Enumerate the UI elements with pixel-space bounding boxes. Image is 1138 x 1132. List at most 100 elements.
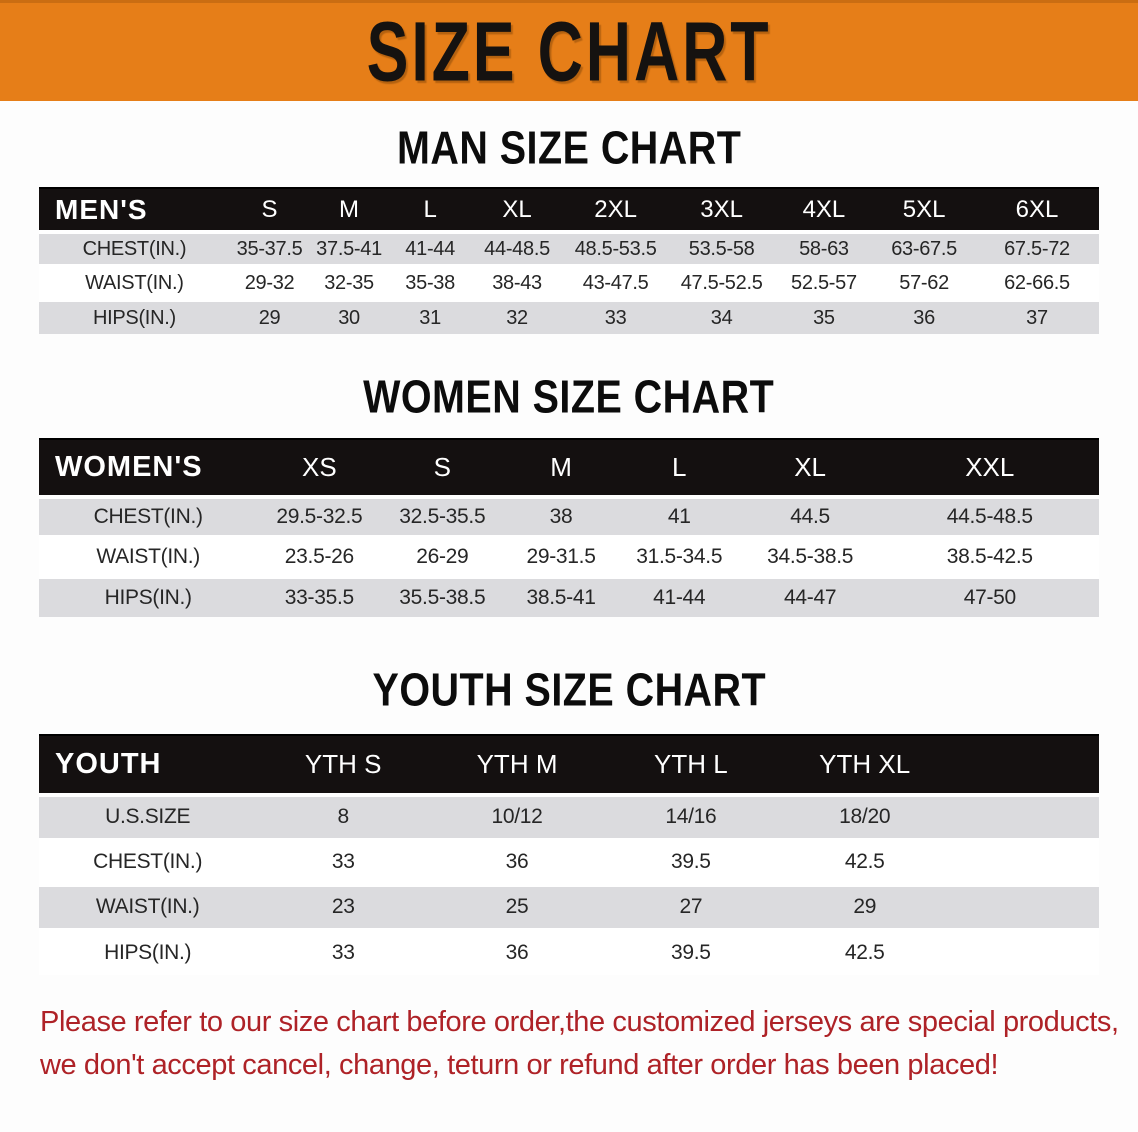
women-size-column-header: M xyxy=(503,438,619,499)
spacer-cell xyxy=(952,795,1099,840)
measure-value: 48.5-53.5 xyxy=(574,237,657,260)
measure-label: HIPS(IN.) xyxy=(104,941,192,965)
size-chart-page: SIZE CHART MAN SIZE CHART MEN'S S M L XL 2XL 3… xyxy=(0,0,1138,1088)
measure-value: 41-44 xyxy=(405,237,455,260)
men-group-label: MEN'S xyxy=(39,187,230,234)
measure-value: 33-35.5 xyxy=(284,586,354,610)
women-size-column-header: XS xyxy=(257,438,382,499)
men-measure-row: WAIST(IN.) 29-32 32-35 35-38 38-43 43-47.5 47.… xyxy=(39,266,1099,301)
measure-value: 38.5-41 xyxy=(526,586,596,610)
women-group-label: WOMEN'S xyxy=(39,438,258,499)
spacer-cell xyxy=(952,885,1099,930)
disclaimer-text: Please refer to our size chart before or… xyxy=(40,1001,1119,1088)
youth-size-column-header: YTH M xyxy=(430,733,604,796)
youth-size-table: YOUTH YTH S YTH M YTH L YTH XL U.S.SIZE 8 10/12… xyxy=(39,733,1099,975)
measure-value: 38-43 xyxy=(492,271,542,294)
measure-value: 37.5-41 xyxy=(316,237,382,260)
measure-value: 32-35 xyxy=(324,271,374,294)
measure-value: 29 xyxy=(258,306,281,329)
measure-value: 27 xyxy=(679,895,703,919)
measure-value: 8 xyxy=(337,805,350,829)
measure-value: 39.5 xyxy=(671,850,711,874)
measure-value: 33 xyxy=(604,306,627,329)
measure-value: 10/12 xyxy=(491,805,543,829)
men-measure-row: HIPS(IN.) 29 30 31 32 33 34 35 36 37 xyxy=(39,300,1099,335)
measure-value: 44-47 xyxy=(784,586,837,610)
men-size-column-header: M xyxy=(309,187,389,234)
measure-value: 36 xyxy=(913,306,935,329)
women-measure-row: HIPS(IN.) 33-35.5 35.5-38.5 38.5-41 41-44 44-… xyxy=(39,577,1099,618)
women-measure-row: WAIST(IN.) 23.5-26 26-29 29-31.5 31.5-34.5 34… xyxy=(39,537,1099,578)
men-size-column-header: 5XL xyxy=(873,187,975,234)
measure-value: 53.5-58 xyxy=(688,237,755,260)
measure-value: 57-62 xyxy=(899,271,949,294)
measure-value: 67.5-72 xyxy=(1004,237,1070,260)
youth-section-heading-text: YOUTH SIZE CHART xyxy=(372,663,766,716)
measure-value: 18/20 xyxy=(839,805,891,829)
size-chart-banner: SIZE CHART xyxy=(0,0,1138,101)
men-header-row: MEN'S S M L XL 2XL 3XL 4XL 5XL 6XL xyxy=(39,187,1099,234)
women-measure-row: CHEST(IN.) 29.5-32.5 32.5-35.5 38 41 44.5 44.5… xyxy=(39,497,1099,538)
youth-measure-row: HIPS(IN.) 33 36 39.5 42.5 xyxy=(39,929,1099,975)
measure-value: 36 xyxy=(505,941,529,965)
disclaimer-line-1: Please refer to our size chart before or… xyxy=(40,1005,1119,1038)
men-size-column-header: 3XL xyxy=(668,187,775,234)
measure-value: 36 xyxy=(505,850,529,874)
measure-value: 32.5-35.5 xyxy=(399,505,486,529)
measure-label: WAIST(IN.) xyxy=(85,271,184,294)
measure-value: 32 xyxy=(506,306,528,329)
measure-label: HIPS(IN.) xyxy=(92,306,176,329)
women-size-column-header: S xyxy=(381,438,504,499)
measure-label: CHEST(IN.) xyxy=(93,850,203,874)
men-size-table: MEN'S S M L XL 2XL 3XL 4XL 5XL 6XL CHEST(IN.) 35-37… xyxy=(39,187,1099,335)
measure-value: 47.5-52.5 xyxy=(680,271,763,294)
measure-value: 52.5-57 xyxy=(791,271,857,294)
measure-value: 63-67.5 xyxy=(891,237,957,260)
measure-label: CHEST(IN.) xyxy=(93,505,203,529)
spacer-cell xyxy=(952,930,1099,975)
women-size-column-header: XL xyxy=(739,438,881,499)
measure-value: 23.5-26 xyxy=(284,545,354,569)
measure-value: 62-66.5 xyxy=(1004,271,1070,294)
measure-value: 30 xyxy=(338,306,360,329)
measure-value: 29-31.5 xyxy=(526,545,596,569)
measure-value: 44.5-48.5 xyxy=(946,505,1033,529)
youth-measure-row: WAIST(IN.) 23 25 27 29 xyxy=(39,884,1099,930)
measure-value: 26-29 xyxy=(416,545,469,569)
measure-value: 23 xyxy=(331,895,355,919)
measure-label: HIPS(IN.) xyxy=(104,586,192,610)
men-section-heading-text: MAN SIZE CHART xyxy=(396,121,742,174)
measure-label: U.S.SIZE xyxy=(105,805,191,829)
measure-value: 31.5-34.5 xyxy=(636,545,723,569)
measure-value: 42.5 xyxy=(844,850,885,874)
measure-value: 29-32 xyxy=(244,271,295,294)
measure-value: 31 xyxy=(419,306,441,329)
men-size-column-header: L xyxy=(388,187,472,234)
youth-group-label: YOUTH xyxy=(39,733,257,796)
measure-value: 42.5 xyxy=(844,941,885,965)
measure-label: WAIST(IN.) xyxy=(96,545,200,569)
men-size-column-header: XL xyxy=(471,187,563,234)
men-measure-row: CHEST(IN.) 35-37.5 37.5-41 41-44 44-48.5 48.5… xyxy=(39,232,1099,267)
women-section-heading: WOMEN SIZE CHART xyxy=(0,370,1138,423)
measure-value: 33 xyxy=(331,941,355,965)
youth-size-column-header: YTH S xyxy=(256,733,431,796)
youth-size-column-header: YTH XL xyxy=(777,733,952,796)
measure-value: 37 xyxy=(1026,306,1048,329)
men-size-column-header: 4XL xyxy=(774,187,874,234)
women-section-heading-text: WOMEN SIZE CHART xyxy=(363,370,775,423)
youth-size-column-header: YTH L xyxy=(603,733,778,796)
youth-measure-row: U.S.SIZE 8 10/12 14/16 18/20 xyxy=(39,794,1099,840)
measure-value: 14/16 xyxy=(665,805,717,829)
men-size-column-header: 6XL xyxy=(974,187,1099,234)
spacer-cell xyxy=(952,840,1099,885)
measure-value: 47-50 xyxy=(963,586,1017,610)
measure-value: 33 xyxy=(331,850,355,874)
youth-header-row: YOUTH YTH S YTH M YTH L YTH XL xyxy=(39,733,1099,796)
measure-value: 35-38 xyxy=(405,271,455,294)
measure-value: 38.5-42.5 xyxy=(946,545,1033,569)
size-chart-title: SIZE CHART xyxy=(366,3,772,98)
spacer-cell xyxy=(951,733,1099,796)
measure-label: WAIST(IN.) xyxy=(95,895,200,919)
measure-value: 41 xyxy=(667,505,691,529)
